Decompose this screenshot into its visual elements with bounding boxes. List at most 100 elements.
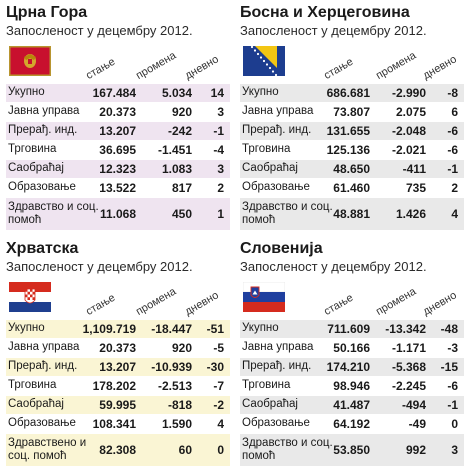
value-promena: 5.034 [161, 86, 192, 100]
value-promena: -2.245 [391, 379, 426, 393]
value-dnevno: -1 [213, 124, 224, 138]
value-dnevno: 3 [217, 105, 224, 119]
panel-title: Црна Гора [6, 4, 88, 21]
slovenia-flag-icon [243, 282, 285, 312]
row-label: Здравство и соц. помоћ [242, 201, 333, 226]
row-label: Саобраћај [8, 398, 64, 410]
column-header: дневно [421, 289, 459, 318]
value-stanje: 1,109.719 [82, 322, 136, 336]
value-dnevno: 0 [451, 417, 458, 431]
value-promena: 1.590 [161, 417, 192, 431]
row-label: Образовање [242, 181, 310, 193]
column-header: промена [374, 285, 419, 318]
value-dnevno: -1 [447, 162, 458, 176]
value-dnevno: -1 [447, 398, 458, 412]
column-header: дневно [183, 53, 221, 82]
panel-title: Босна и Херцеговина [240, 4, 410, 21]
panel-subtitle: Запосленост у децембру 2012. [6, 259, 193, 274]
value-dnevno: -5 [213, 341, 224, 355]
montenegro-flag-icon [9, 46, 51, 76]
panel-bosnia: Босна и Херцеговина Запосленост у децемб… [240, 4, 464, 231]
value-promena: -18.447 [151, 322, 192, 336]
value-dnevno: 4 [217, 417, 224, 431]
table-row: Јавна управа 73.807 2.075 6 [240, 103, 464, 122]
panel-subtitle: Запосленост у децембру 2012. [6, 23, 193, 38]
value-promena: -10.939 [151, 360, 192, 374]
table-row: Здравство и соц. помоћ 11.068 450 1 [6, 198, 230, 231]
value-stanje: 125.136 [326, 143, 370, 157]
value-stanje: 11.068 [99, 207, 136, 221]
value-stanje: 36.695 [99, 143, 136, 157]
value-promena: -818 [167, 398, 192, 412]
value-dnevno: -48 [440, 322, 458, 336]
value-dnevno: -6 [447, 379, 458, 393]
panel-title: Хрватска [6, 240, 79, 257]
value-stanje: 53.850 [333, 443, 370, 457]
value-dnevno: -6 [447, 143, 458, 157]
table-row: Образовање 61.460 735 2 [240, 179, 464, 198]
value-dnevno: 6 [451, 105, 458, 119]
value-promena: -242 [167, 124, 192, 138]
value-stanje: 131.655 [326, 124, 370, 138]
table-row: Укупно 711.609 -13.342 -48 [240, 320, 464, 339]
value-promena: -1.171 [391, 341, 426, 355]
value-promena: 1.426 [395, 207, 426, 221]
table-row: Укупно 1,109.719 -18.447 -51 [6, 320, 230, 339]
table-row: Прерађ. инд. 174.210 -5.368 -15 [240, 358, 464, 377]
table-row: Трговина 125.136 -2.021 -6 [240, 141, 464, 160]
value-dnevno: -6 [447, 124, 458, 138]
row-label: Здравство и соц. помоћ [242, 437, 333, 462]
value-dnevno: 3 [217, 162, 224, 176]
value-dnevno: -7 [213, 379, 224, 393]
table-row: Трговина 178.202 -2.513 -7 [6, 377, 230, 396]
column-header: дневно [183, 289, 221, 318]
row-label: Прерађ. инд. [242, 360, 312, 372]
table-row: Прерађ. инд. 13.207 -10.939 -30 [6, 358, 230, 377]
value-stanje: 711.609 [327, 322, 370, 336]
value-stanje: 59.995 [99, 398, 136, 412]
value-stanje: 13.207 [99, 124, 136, 138]
value-stanje: 73.807 [333, 105, 370, 119]
column-header: промена [134, 49, 179, 82]
row-label: Јавна управа [242, 105, 314, 117]
value-promena: 1.083 [161, 162, 192, 176]
value-stanje: 98.946 [333, 379, 370, 393]
row-label: Прерађ. инд. [8, 124, 78, 136]
table-row: Здравство и соц. помоћ 53.850 992 3 [240, 434, 464, 467]
row-label: Укупно [242, 322, 279, 334]
value-dnevno: -51 [206, 322, 224, 336]
table-header: стање промена дневно [6, 276, 230, 320]
value-promena: -13.342 [385, 322, 426, 336]
value-stanje: 41.487 [333, 398, 370, 412]
row-label: Прерађ. инд. [8, 360, 78, 372]
table-row: Саобраћај 12.323 1.083 3 [6, 160, 230, 179]
value-dnevno: -2 [213, 398, 224, 412]
panel-subtitle: Запосленост у децембру 2012. [240, 23, 427, 38]
value-stanje: 12.323 [99, 162, 136, 176]
table-row: Образовање 64.192 -49 0 [240, 415, 464, 434]
table-row: Јавна управа 50.166 -1.171 -3 [240, 339, 464, 358]
column-header: стање [84, 291, 118, 318]
value-promena: -2.990 [391, 86, 426, 100]
table-row: Прерађ. инд. 131.655 -2.048 -6 [240, 122, 464, 141]
value-promena: -2.513 [157, 379, 192, 393]
value-dnevno: -8 [447, 86, 458, 100]
value-dnevno: 2 [217, 181, 224, 195]
row-label: Јавна управа [242, 341, 314, 353]
row-label: Укупно [242, 86, 279, 98]
row-label: Саобраћај [242, 162, 298, 174]
table-header: стање промена дневно [240, 276, 464, 320]
value-dnevno: 2 [451, 181, 458, 195]
row-label: Трговина [242, 379, 291, 391]
value-promena: 450 [171, 207, 192, 221]
value-dnevno: -30 [206, 360, 224, 374]
value-promena: 817 [171, 181, 192, 195]
column-header: стање [322, 291, 356, 318]
value-promena: 992 [405, 443, 426, 457]
row-label: Саобраћај [242, 398, 298, 410]
value-promena: 60 [178, 443, 192, 457]
value-stanje: 108.341 [92, 417, 136, 431]
value-promena: -1.451 [157, 143, 192, 157]
value-stanje: 82.308 [99, 443, 136, 457]
row-label: Саобраћај [8, 162, 64, 174]
